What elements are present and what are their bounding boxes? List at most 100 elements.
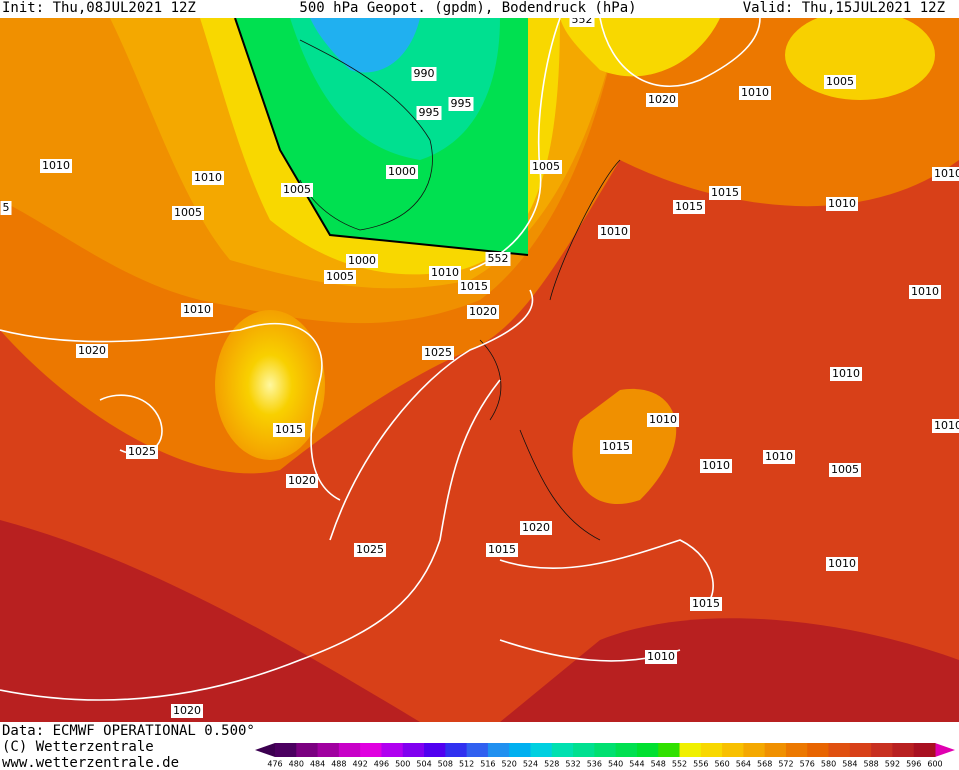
colorbar-swatch bbox=[828, 743, 851, 757]
colorbar-swatch bbox=[487, 743, 510, 757]
isobar-label: 1005 bbox=[532, 160, 560, 173]
isobar-label-box bbox=[354, 543, 386, 557]
colorbar-swatch bbox=[679, 743, 702, 757]
colorbar-tick-label: 528 bbox=[544, 760, 559, 769]
colorbar-swatch bbox=[722, 743, 744, 757]
isobar-label: 1010 bbox=[649, 413, 677, 426]
isobar-label-box bbox=[824, 75, 856, 89]
isobar-label: 552 bbox=[488, 252, 509, 265]
colorbar-tick-label: 492 bbox=[353, 760, 368, 769]
isobar-label: 1015 bbox=[275, 423, 303, 436]
isobar-label: 5 bbox=[3, 201, 10, 214]
isobar-label: 1010 bbox=[832, 367, 860, 380]
colorbar-tick-label: 508 bbox=[438, 760, 453, 769]
isobar-label: 1015 bbox=[488, 543, 516, 556]
colorbar-tick-label: 480 bbox=[289, 760, 304, 769]
colorbar-swatch bbox=[360, 743, 382, 757]
website: www.wetterzentrale.de bbox=[2, 755, 179, 770]
colorbar-tick-label: 576 bbox=[800, 760, 815, 769]
isobar-label-box bbox=[192, 171, 224, 185]
isobar-label-box bbox=[172, 206, 204, 220]
colorbar-tick-label: 520 bbox=[502, 760, 517, 769]
colorbar-tick-label: 560 bbox=[714, 760, 729, 769]
colorbar-tick-label: 564 bbox=[736, 760, 751, 769]
isobar-label: 1010 bbox=[600, 225, 628, 238]
isobar-label-box bbox=[932, 419, 959, 433]
isobar-label: 1020 bbox=[648, 93, 676, 106]
isobar-label-box bbox=[273, 423, 305, 437]
isobar-label-box bbox=[909, 285, 941, 299]
isobar-label: 1020 bbox=[469, 305, 497, 318]
colorbar-swatch bbox=[743, 743, 766, 757]
colorbar-tick-label: 512 bbox=[459, 760, 474, 769]
isobar-label: 1015 bbox=[460, 280, 488, 293]
isobar-label: 1005 bbox=[326, 270, 354, 283]
colorbar-swatch bbox=[530, 743, 553, 757]
colorbar-tick-label: 536 bbox=[587, 760, 602, 769]
header-bar bbox=[0, 0, 959, 18]
colorbar-tick-label: 600 bbox=[927, 760, 942, 769]
isobar-label: 1025 bbox=[128, 445, 156, 458]
colorbar-tick-label: 544 bbox=[629, 760, 644, 769]
colorbar-swatch bbox=[636, 743, 659, 757]
isobar-label: 995 bbox=[419, 106, 440, 119]
colorbar-tick-label: 568 bbox=[757, 760, 772, 769]
colorbar-swatch bbox=[381, 743, 404, 757]
isobar-label-box bbox=[673, 200, 705, 214]
colorbar-tick-label: 476 bbox=[267, 760, 282, 769]
isobar-label: 1005 bbox=[174, 206, 202, 219]
isobar-label-box bbox=[386, 165, 418, 179]
colorbar-swatch bbox=[785, 743, 808, 757]
isobar-label: 1005 bbox=[826, 75, 854, 88]
isobar-label: 1020 bbox=[173, 704, 201, 717]
isobar-label: 1015 bbox=[692, 597, 720, 610]
isobar-label-box bbox=[40, 159, 72, 173]
isobar-label-box bbox=[709, 186, 741, 200]
colorbar-tick-label: 524 bbox=[523, 760, 538, 769]
colorbar-swatch bbox=[658, 743, 681, 757]
colorbar-tick-label: 552 bbox=[672, 760, 687, 769]
isobar-label: 1010 bbox=[828, 557, 856, 570]
colorbar-swatch bbox=[445, 743, 468, 757]
isobar-label: 1000 bbox=[388, 165, 416, 178]
colorbar-low-arrow bbox=[255, 743, 275, 757]
colorbar-swatch bbox=[871, 743, 893, 757]
isobar-label: 1010 bbox=[741, 86, 769, 99]
colorbar-tick-label: 500 bbox=[395, 760, 410, 769]
isobar-label: 1005 bbox=[831, 463, 859, 476]
isobar-label-box bbox=[286, 474, 318, 488]
isobar-label-box bbox=[181, 303, 213, 317]
colorbar-tick-label: 484 bbox=[310, 760, 325, 769]
isobar-label-box bbox=[520, 521, 552, 535]
colorbar-swatch bbox=[338, 743, 361, 757]
colorbar-swatch bbox=[892, 743, 915, 757]
isobar-label: 995 bbox=[451, 97, 472, 110]
isobar-label-box bbox=[422, 346, 454, 360]
colorbar-swatch bbox=[913, 743, 936, 757]
colorbar: 476 480 484 488 492 496 500 504 508 512 516 520 524 5… bbox=[255, 743, 955, 769]
isobar-label-box bbox=[486, 543, 518, 557]
isobar-label-box bbox=[700, 459, 732, 473]
isobar-label: 1010 bbox=[702, 459, 730, 472]
colorbar-swatch bbox=[700, 743, 723, 757]
data-source: Data: ECMWF OPERATIONAL 0.500° bbox=[2, 723, 255, 739]
isobar-label: 1015 bbox=[675, 200, 703, 213]
isobar-label-box bbox=[646, 93, 678, 107]
map bbox=[0, 10, 959, 722]
isobar-label-box bbox=[739, 86, 771, 100]
isobar-label: 1005 bbox=[283, 183, 311, 196]
isobar-label: 1020 bbox=[522, 521, 550, 534]
isobar-label-box bbox=[76, 344, 108, 358]
isobar-label-box bbox=[530, 160, 562, 174]
isobar-label: 1010 bbox=[911, 285, 939, 298]
isobar-label-box bbox=[324, 270, 356, 284]
colorbar-tick-label: 592 bbox=[885, 760, 900, 769]
isobar-label-box bbox=[600, 440, 632, 454]
colorbar-tick-label: 496 bbox=[374, 760, 389, 769]
valid-time: Valid: Thu,15JUL2021 12Z bbox=[743, 0, 945, 16]
colorbar-tick-label: 516 bbox=[480, 760, 495, 769]
isobar-label: 1020 bbox=[78, 344, 106, 357]
map-title: 500 hPa Geopot. (gpdm), Bodendruck (hPa) bbox=[299, 0, 636, 16]
colorbar-swatch bbox=[807, 743, 830, 757]
colorbar-tick-label: 596 bbox=[906, 760, 921, 769]
